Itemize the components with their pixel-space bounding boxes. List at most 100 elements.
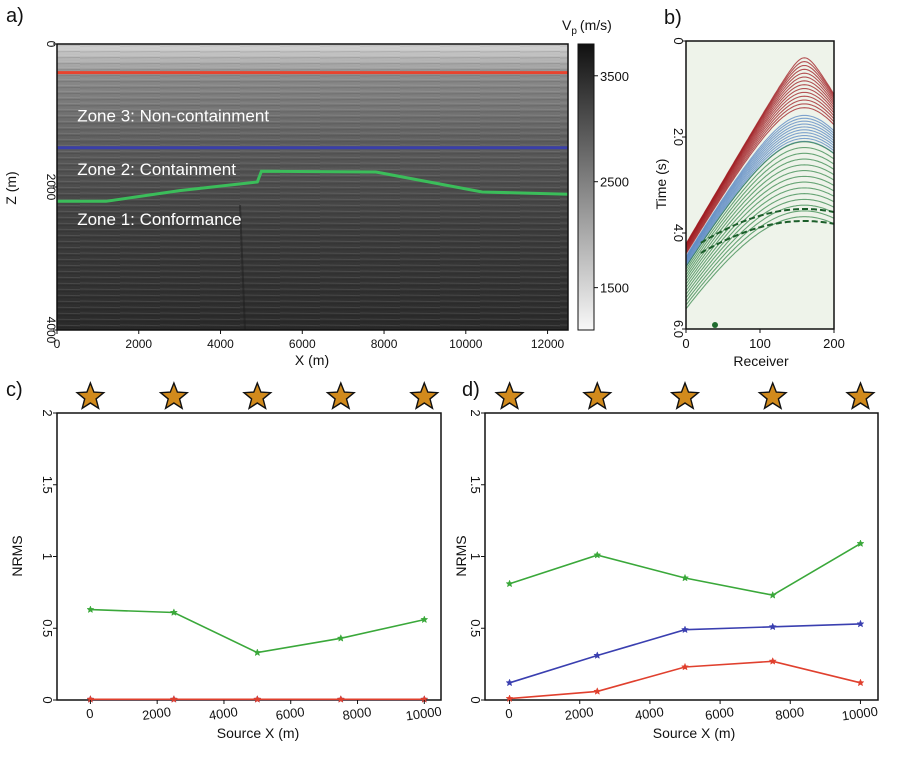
arrival-curve (686, 126, 834, 261)
d-x-tick-label: 8000 (774, 704, 805, 723)
c-x-tick-label: 6000 (275, 704, 306, 723)
data-point-blue (856, 619, 865, 628)
a-x-tick-label: 2000 (125, 337, 152, 351)
b-x-tick-label: 0 (682, 336, 689, 351)
d-series (505, 539, 865, 703)
b-y-tick-label: 0 (671, 37, 686, 44)
a-y-tick-label: 4000 (44, 317, 58, 344)
data-point-green (768, 590, 777, 599)
b-y-tick-label: 6.0 (671, 320, 686, 338)
arrival-curve (686, 84, 834, 249)
a-x-axis-label: X (m) (295, 352, 329, 368)
data-point-blue (505, 678, 514, 687)
colorbar-gradient (577, 43, 595, 331)
source-star-icon (494, 381, 525, 410)
a-y-tick-labels: 0 2000 4000 (44, 41, 58, 344)
c-y-axis-label: NRMS (9, 535, 25, 576)
c-x-tick-labels: 0 2000 4000 6000 8000 10000 (85, 700, 443, 724)
source-star-icon (325, 381, 356, 410)
arrival-curve (686, 132, 834, 264)
zone-label: Zone 2: Containment (77, 160, 236, 179)
data-point-green (336, 634, 345, 642)
d-y-tick-label: 1 (468, 553, 483, 560)
source-star-icon (409, 381, 440, 410)
source-star-icon (845, 381, 876, 410)
source-star-icon (582, 381, 613, 410)
arrival-curve (686, 129, 834, 263)
zone-labels: Zone 3: Non-containment Zone 2: Containme… (77, 107, 269, 230)
d-source-stars (494, 381, 876, 410)
a-x-tick-label: 0 (54, 337, 61, 351)
arrival-curve (686, 137, 834, 266)
source-star-icon (158, 381, 190, 410)
b-x-tick-labels: 0 100 200 (682, 329, 845, 351)
c-plot-frame (56, 412, 442, 701)
c-y-tick-label: 0.5 (40, 619, 55, 637)
c-y-tick-label: 2 (40, 409, 55, 416)
zone-label: Zone 3: Non-containment (77, 107, 269, 126)
d-y-tick-label: 0 (468, 696, 483, 703)
b-y-tick-label: 4.0 (671, 224, 686, 242)
data-point-green (169, 608, 178, 616)
data-point-red (768, 657, 777, 665)
a-x-tick-labels: 0 2000 4000 6000 8000 10000 12000 (54, 330, 565, 351)
colorbar-tick-label: 2500 (600, 175, 629, 190)
a-y-tick-label: 2000 (44, 174, 58, 201)
colorbar-label: Vp (m/s) (562, 17, 612, 37)
velocity-model-panel: Zone 3: Non-containment Zone 2: Containme… (3, 17, 629, 368)
arrival-curve (686, 114, 834, 257)
a-x-tick-label: 6000 (289, 337, 316, 351)
arrival-curve (686, 141, 834, 268)
green-arrivals (686, 141, 834, 310)
d-x-axis-label: Source X (m) (653, 725, 735, 741)
d-y-tick-label: 1.5 (468, 476, 483, 494)
arrival-curve (686, 181, 834, 288)
layering-texture (57, 44, 568, 330)
d-x-tick-label: 6000 (704, 704, 735, 723)
c-x-axis-label: Source X (m) (217, 725, 299, 741)
c-y-tick-label: 0 (40, 696, 55, 703)
b-x-axis-label: Receiver (733, 353, 789, 369)
arrival-curve (686, 107, 834, 255)
b-y-tick-label: 2.0 (671, 128, 686, 146)
panel-label-c: c) (6, 379, 23, 401)
horizon-green (57, 169, 569, 203)
data-point-green (505, 579, 514, 588)
colorbar-tick-label: 1500 (600, 281, 629, 296)
c-y-tick-labels: 0 0.5 1 1.5 2 (40, 409, 57, 704)
c-x-tick-label: 2000 (141, 704, 172, 723)
gather-events (686, 57, 834, 328)
d-x-tick-label: 4000 (634, 704, 665, 723)
deep-arrival-curve (700, 220, 834, 254)
arrival-curve (686, 164, 834, 279)
b-x-tick-label: 200 (823, 336, 845, 351)
data-point-red (336, 695, 345, 703)
c-x-tick-label: 0 (85, 706, 94, 722)
data-point-green (86, 605, 95, 614)
c-y-tick-label: 1 (40, 553, 55, 560)
data-point-green (593, 550, 602, 559)
source-dot (712, 322, 718, 328)
arrival-curve (686, 120, 834, 259)
arrival-curve (686, 91, 834, 250)
d-x-tick-label: 0 (504, 706, 513, 722)
source-star-icon (669, 381, 701, 410)
data-point-green (856, 539, 865, 548)
arrival-curve (686, 103, 834, 253)
nrms-chart-d: 0 2000 4000 6000 8000 10000 0 0.5 1 1.5 2 Source … (453, 381, 879, 741)
arrival-curve (686, 193, 834, 295)
arrival-curve (686, 175, 834, 285)
arrival-curve (686, 158, 834, 276)
a-y-tick-label: 0 (44, 41, 58, 48)
nrms-chart-c: 0 2000 4000 6000 8000 10000 0 0.5 1 1.5 2 Source … (9, 381, 443, 741)
data-point-blue (593, 651, 602, 659)
d-y-tick-labels: 0 0.5 1 1.5 2 (468, 409, 485, 704)
red-arrivals (686, 57, 834, 255)
panel-label-a: a) (6, 5, 24, 27)
c-x-tick-label: 10000 (405, 704, 443, 724)
colorbar: 3500 2500 1500 Vp (m/s) (562, 17, 629, 331)
c-y-tick-label: 1.5 (40, 476, 55, 494)
colorbar-ticks: 3500 2500 1500 (594, 69, 629, 296)
b-x-tick-label: 100 (749, 336, 771, 351)
data-point-red (169, 695, 178, 703)
